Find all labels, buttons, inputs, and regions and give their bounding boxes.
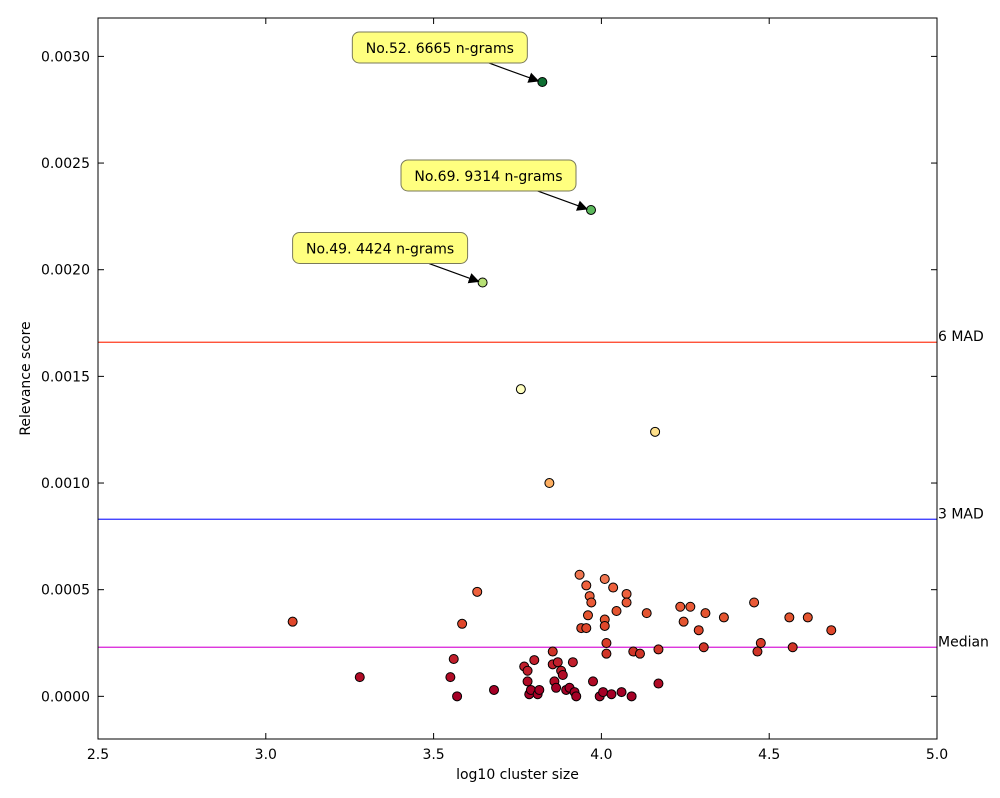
annotation-label: No.69. 9314 n-grams — [414, 169, 562, 185]
x-tick-label: 3.0 — [255, 747, 277, 763]
scatter-point — [529, 655, 540, 666]
scatter-point — [621, 588, 632, 599]
scatter-point — [448, 654, 459, 665]
y-tick-label: 0.0000 — [41, 689, 90, 705]
scatter-point — [599, 620, 610, 631]
scatter-point — [571, 691, 582, 702]
scatter-point — [585, 204, 596, 215]
x-tick-label: 5.0 — [926, 747, 948, 763]
scatter-point — [472, 586, 483, 597]
annotation-box — [351, 31, 528, 64]
scatter-point — [588, 676, 599, 687]
scatter-point — [567, 657, 578, 668]
scatter-point — [693, 625, 704, 636]
scatter-point — [698, 642, 709, 653]
scatter-point — [641, 608, 652, 619]
y-tick-label: 0.0025 — [41, 156, 90, 172]
reference-line-label: Median — [938, 634, 989, 650]
scatter-point — [457, 618, 468, 629]
scatter-point — [354, 672, 365, 683]
annotation-callout: No.52. 6665 n-grams — [351, 31, 540, 83]
scatter-point — [551, 682, 562, 693]
x-tick-label: 4.0 — [590, 747, 612, 763]
scatter-point — [675, 601, 686, 612]
scatter-point — [445, 672, 456, 683]
scatter-point — [574, 569, 585, 580]
annotation-callout: No.49. 4424 n-grams — [292, 232, 480, 284]
scatter-point — [586, 597, 597, 608]
x-axis-label: log10 cluster size — [456, 767, 579, 783]
annotation-label: No.49. 4424 n-grams — [306, 242, 454, 258]
scatter-point — [534, 684, 545, 695]
annotation-arrow — [537, 190, 589, 211]
scatter-point — [489, 684, 500, 695]
scatter-point — [582, 610, 593, 621]
scatter-point — [718, 612, 729, 623]
annotation-arrow — [428, 262, 480, 284]
scatter-point — [653, 678, 664, 689]
plot-frame — [97, 17, 938, 740]
scatter-point — [634, 648, 645, 659]
scatter-point — [802, 612, 813, 623]
data-points — [287, 76, 837, 702]
scatter-point — [626, 691, 637, 702]
y-tick-label: 0.0015 — [41, 369, 90, 385]
scatter-point — [581, 623, 592, 634]
scatter-point — [621, 597, 632, 608]
scatter-point — [685, 601, 696, 612]
x-axis-ticks: 2.5 3.0 3.5 4.0 4.5 5.0 — [87, 18, 948, 763]
scatter-point — [787, 642, 798, 653]
y-tick-label: 0.0005 — [41, 583, 90, 599]
scatter-point — [606, 689, 617, 700]
reference-line-label: 3 MAD — [938, 506, 984, 522]
scatter-point — [598, 687, 609, 698]
annotation-arrow — [488, 62, 540, 83]
reference-line-label: 6 MAD — [938, 329, 984, 345]
scatter-point — [752, 646, 763, 657]
annotation-callout: No.69. 9314 n-grams — [400, 159, 589, 211]
scatter-point — [653, 644, 664, 655]
x-tick-label: 3.5 — [422, 747, 444, 763]
scatter-point — [755, 638, 766, 649]
scatter-point — [608, 582, 619, 593]
scatter-point — [650, 426, 661, 437]
annotations: No.52. 6665 n-grams No.69. 9314 n-grams No… — [292, 31, 589, 284]
annotation-label: No.52. 6665 n-grams — [366, 41, 514, 57]
annotation-box — [400, 159, 577, 192]
y-tick-label: 0.0020 — [41, 263, 90, 279]
y-tick-label: 0.0010 — [41, 476, 90, 492]
scatter-point — [611, 606, 622, 617]
scatter-point — [826, 625, 837, 636]
scatter-point — [601, 648, 612, 659]
scatter-point — [784, 612, 795, 623]
y-axis-ticks: 0.0000 0.0005 0.0010 0.0015 0.0020 0.0025 0.00… — [41, 49, 937, 705]
y-tick-label: 0.0030 — [41, 49, 90, 65]
scatter-point — [515, 384, 526, 395]
scatter-point — [522, 676, 533, 687]
scatter-point — [452, 691, 463, 702]
scatter-point — [581, 580, 592, 591]
scatter-point — [557, 670, 568, 681]
scatter-point — [537, 76, 548, 87]
annotation-box — [292, 232, 469, 265]
x-tick-label: 2.5 — [87, 747, 109, 763]
y-axis-label: Relevance score — [18, 321, 34, 435]
scatter-point — [616, 687, 627, 698]
scatter-point — [547, 646, 558, 657]
scatter-point — [678, 616, 689, 627]
scatter-point — [749, 597, 760, 608]
scatter-point — [601, 638, 612, 649]
scatter-point — [287, 616, 298, 627]
scatter-point — [700, 608, 711, 619]
scatter-point — [599, 574, 610, 585]
scatter-point — [544, 478, 555, 489]
scatter-point — [522, 665, 533, 676]
scatter-point — [552, 657, 563, 668]
scatter-point — [477, 277, 488, 288]
x-tick-label: 4.5 — [758, 747, 780, 763]
